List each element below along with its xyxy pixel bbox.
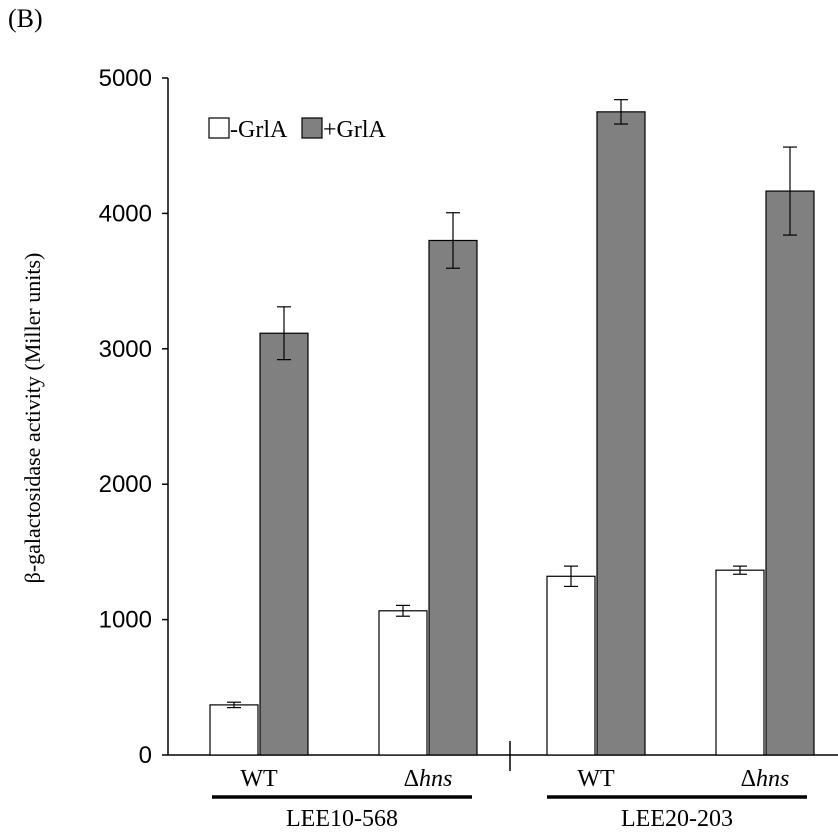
category-label: WT <box>240 766 278 792</box>
group-label: LEE20-203 <box>621 806 733 832</box>
legend-swatch <box>301 117 323 139</box>
y-tick-label: 1000 <box>99 607 152 634</box>
group-label: LEE10-568 <box>286 806 398 832</box>
y-tick-label: 5000 <box>99 65 152 92</box>
legend-label: -GrlA <box>230 117 288 143</box>
panel-label: (B) <box>8 4 43 33</box>
bar <box>428 239 478 756</box>
bars <box>209 99 815 756</box>
bar <box>209 704 259 756</box>
y-tick-label: 0 <box>139 742 152 769</box>
legend: -GrlA +GrlA <box>208 117 387 143</box>
y-tick-label: 4000 <box>99 200 152 227</box>
bar <box>378 610 428 756</box>
bar <box>259 332 309 756</box>
axes: 0 1000 2000 3000 4000 5000 <box>99 65 838 771</box>
category-label: Δhns <box>404 766 453 792</box>
category-label: Δhns <box>741 766 790 792</box>
y-axis-label: β-galactosidase activity (Miller units) <box>20 253 45 584</box>
y-tick-label: 2000 <box>99 471 152 498</box>
category-label: WT <box>577 766 615 792</box>
bar <box>765 190 815 756</box>
bar <box>596 111 646 756</box>
bar <box>546 575 596 756</box>
bar <box>715 569 765 756</box>
y-tick-label: 3000 <box>99 336 152 363</box>
legend-label: +GrlA <box>323 117 387 143</box>
legend-swatch <box>208 117 230 139</box>
